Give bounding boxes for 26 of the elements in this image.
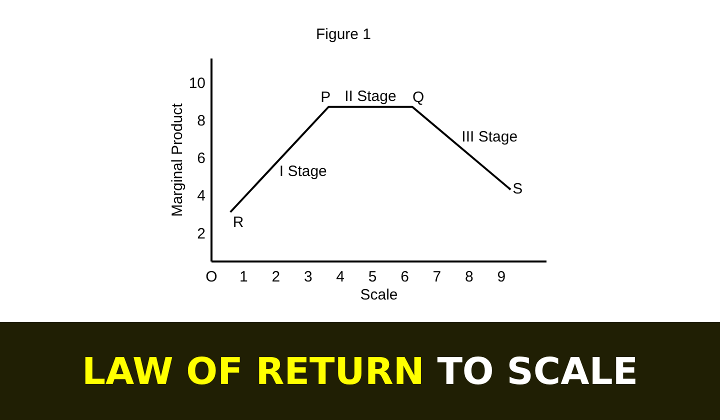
x-tick-label: O: [206, 268, 218, 286]
annotation: III Stage: [462, 128, 518, 146]
x-tick-label: 1: [240, 268, 248, 286]
x-tick-label: 3: [304, 268, 312, 286]
x-tick-label: 8: [465, 268, 474, 286]
y-tick-label: 10: [188, 74, 206, 92]
y-axis-title: Marginal Product: [168, 102, 186, 217]
annotation: Q: [412, 88, 424, 106]
y-tick-label: 2: [197, 225, 206, 242]
x-tick-label: 5: [368, 268, 377, 286]
x-tick-label: 9: [497, 268, 506, 286]
annotation: P: [320, 88, 331, 106]
x-tick-label: 4: [336, 268, 345, 286]
annotation: I Stage: [279, 162, 327, 180]
y-tick-label: 4: [197, 188, 206, 205]
x-axis-title: Scale: [360, 286, 398, 304]
x-tick-label: 2: [272, 268, 280, 286]
annotation: R: [232, 214, 244, 232]
chart-title: Figure 1: [316, 26, 372, 43]
x-tick-label: 7: [432, 268, 442, 286]
y-tick-label: 8: [197, 112, 206, 130]
y-tick-label: 6: [197, 150, 206, 168]
annotation: S: [512, 180, 523, 198]
banner: LAW OF RETURN TO SCALE: [0, 322, 720, 420]
x-tick-label: 6: [400, 268, 409, 286]
annotation: II Stage: [344, 88, 396, 105]
